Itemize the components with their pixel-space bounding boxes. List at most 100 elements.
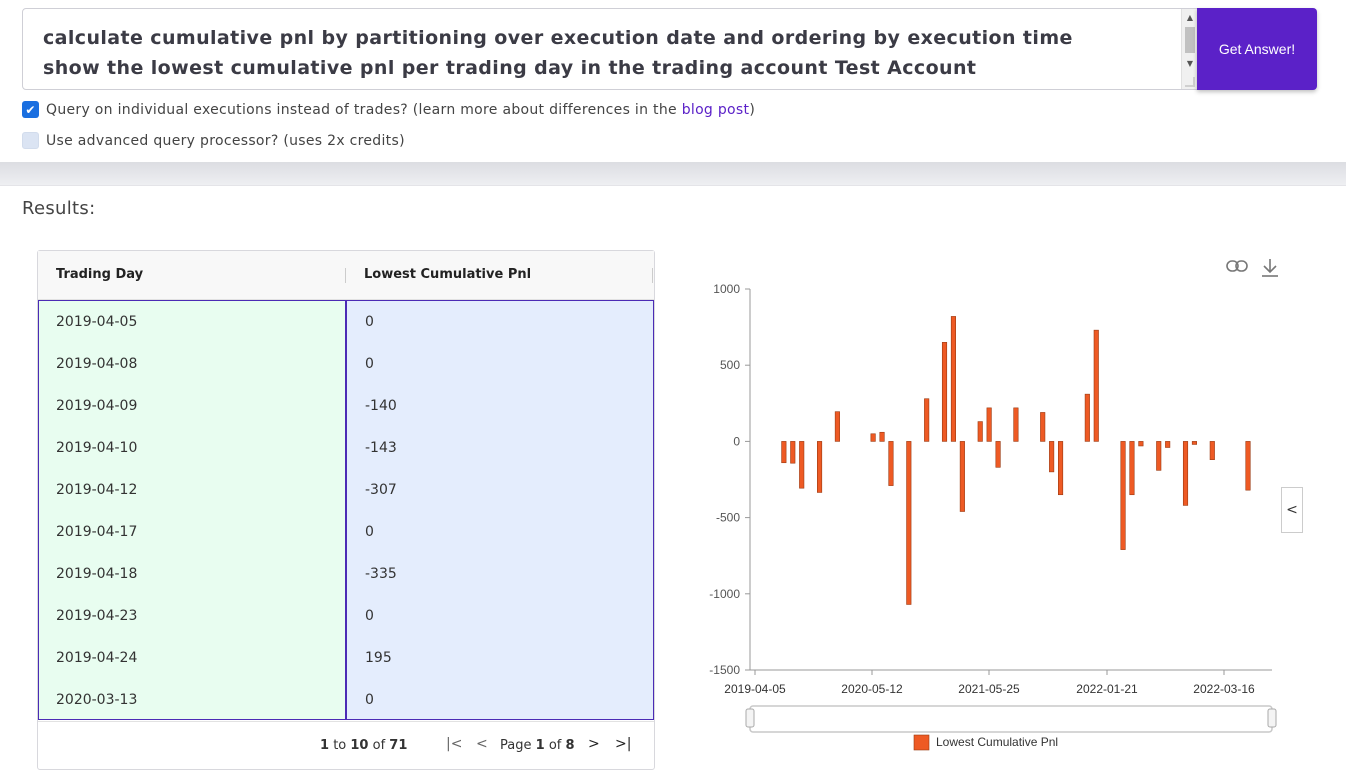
query-textarea[interactable]: calculate cumulative pnl by partitioning… xyxy=(22,8,1198,90)
table-row[interactable]: 2019-04-17 0 xyxy=(39,511,653,553)
bar xyxy=(1129,441,1135,496)
bar xyxy=(879,431,885,442)
lowest-cumulative-pnl-cell[interactable]: -335 xyxy=(347,553,653,595)
trading-day-cell[interactable]: 2019-04-05 xyxy=(39,301,347,343)
zoom-slider xyxy=(749,705,1273,733)
lowest-cumulative-pnl-cell[interactable]: 195 xyxy=(347,637,653,679)
bar xyxy=(941,342,948,442)
x-tick-label: 2021-05-25 xyxy=(958,682,1020,696)
trading-day-cell[interactable]: 2019-04-17 xyxy=(39,511,347,553)
bar xyxy=(1156,441,1162,471)
x-tick-label: 2020-05-12 xyxy=(841,682,903,696)
query-line-2: show the lowest cumulative pnl per tradi… xyxy=(43,57,977,79)
y-tick-label: 0 xyxy=(733,434,740,448)
table-row[interactable]: 2019-04-12 -307 xyxy=(39,469,653,511)
table-row[interactable]: 2019-04-10 -143 xyxy=(39,427,653,469)
trading-day-cell[interactable]: 2019-04-08 xyxy=(39,343,347,385)
y-tick-label: 1000 xyxy=(713,282,740,296)
bar xyxy=(888,441,894,486)
results-heading: Results: xyxy=(22,198,96,219)
bar xyxy=(1245,441,1251,491)
pagination-of-label: of xyxy=(372,738,386,753)
table-row[interactable]: 2019-04-18 -335 xyxy=(39,553,653,595)
advanced-processor-option: Use advanced query processor? (uses 2x c… xyxy=(22,132,405,149)
lowest-cumulative-pnl-cell[interactable]: 0 xyxy=(347,301,653,343)
last-page-icon[interactable]: >| xyxy=(615,736,632,752)
column-separator[interactable] xyxy=(345,268,346,283)
next-page-icon[interactable]: > xyxy=(588,736,600,752)
bar xyxy=(1040,412,1046,442)
bar xyxy=(959,441,965,512)
individual-executions-checkbox[interactable]: ✔ xyxy=(22,101,39,118)
lowest-cumulative-pnl-cell[interactable]: 0 xyxy=(347,595,653,637)
bar-chart: 1000 500 0 -500 -1000 -1500 2019-04-05 2020-05-… xyxy=(709,282,1277,751)
y-tick-label: -500 xyxy=(716,511,740,525)
table-row[interactable]: 2019-04-05 0 xyxy=(39,301,653,343)
query-text: calculate cumulative pnl by partitioning… xyxy=(43,23,1073,83)
prev-page-icon[interactable]: < xyxy=(476,736,488,752)
individual-executions-text: Query on individual executions instead o… xyxy=(46,101,682,118)
y-tick-label: 500 xyxy=(720,358,740,372)
scroll-up-icon[interactable]: ▲ xyxy=(1186,13,1194,22)
lowest-cumulative-pnl-cell[interactable]: -143 xyxy=(347,427,653,469)
pagination-to: 10 xyxy=(350,738,369,753)
blog-post-link[interactable]: blog post xyxy=(681,101,750,118)
table-row[interactable]: 2019-04-08 0 xyxy=(39,343,653,385)
trading-day-cell[interactable]: 2019-04-09 xyxy=(39,385,347,427)
page-label: Page xyxy=(500,738,532,753)
legend-swatch xyxy=(913,734,930,751)
trading-day-cell[interactable]: 2019-04-10 xyxy=(39,427,347,469)
column-header-lowest-cumulative-pnl[interactable]: Lowest Cumulative Pnl xyxy=(364,267,532,282)
bar xyxy=(950,316,956,442)
pagination-from: 1 xyxy=(320,738,330,753)
lowest-cumulative-pnl-cell[interactable]: -307 xyxy=(347,469,653,511)
table-pagination: 1 to 10 of 71 |< < Page 1 of 8 > >| xyxy=(38,721,654,769)
trading-day-cell[interactable]: 2019-04-18 xyxy=(39,553,347,595)
x-tick-label: 2022-03-16 xyxy=(1193,682,1255,696)
bar xyxy=(1182,441,1189,506)
download-icon[interactable] xyxy=(1261,258,1279,282)
query-scrollbar[interactable]: ▲ ▼ xyxy=(1181,9,1197,89)
table-row[interactable]: 2019-04-24 195 xyxy=(39,637,653,679)
lowest-cumulative-pnl-cell[interactable]: -140 xyxy=(347,385,653,427)
bar xyxy=(1191,441,1197,445)
column-separator[interactable] xyxy=(652,268,653,283)
zoom-handle-left xyxy=(745,708,755,728)
y-tick-label: -1500 xyxy=(709,663,740,677)
table-row[interactable]: 2019-04-23 0 xyxy=(39,595,653,637)
advanced-processor-checkbox[interactable] xyxy=(22,132,39,149)
trading-day-cell[interactable]: 2019-04-23 xyxy=(39,595,347,637)
query-line-1: calculate cumulative pnl by partitioning… xyxy=(43,27,1073,49)
bar xyxy=(870,433,876,442)
link-icon[interactable] xyxy=(1226,258,1248,277)
zoom-handle-right xyxy=(1267,708,1277,728)
query-panel: calculate cumulative pnl by partitioning… xyxy=(0,0,1346,162)
get-answer-button[interactable]: Get Answer! xyxy=(1197,8,1317,90)
lowest-cumulative-pnl-cell[interactable]: 0 xyxy=(347,511,653,553)
bar xyxy=(1049,441,1055,473)
bar xyxy=(781,441,787,464)
total-pages: 8 xyxy=(565,738,575,753)
legend-label: Lowest Cumulative Pnl xyxy=(936,735,1058,749)
table-row[interactable]: 2019-04-09 -140 xyxy=(39,385,653,427)
scroll-down-icon[interactable]: ▼ xyxy=(1186,59,1194,68)
trading-day-cell[interactable]: 2020-03-13 xyxy=(39,679,347,719)
trading-day-cell[interactable]: 2019-04-12 xyxy=(39,469,347,511)
bar xyxy=(799,441,805,489)
scroll-thumb[interactable] xyxy=(1185,27,1195,53)
bar xyxy=(977,421,983,442)
chevron-left-icon[interactable]: < xyxy=(1281,487,1303,533)
lowest-cumulative-pnl-cell[interactable]: 0 xyxy=(347,343,653,385)
resize-grip-icon[interactable] xyxy=(1185,77,1195,87)
x-tick-label: 2022-01-21 xyxy=(1076,682,1138,696)
column-header-trading-day[interactable]: Trading Day xyxy=(56,267,144,282)
trading-day-cell[interactable]: 2019-04-24 xyxy=(39,637,347,679)
lowest-cumulative-pnl-cell[interactable]: 0 xyxy=(347,679,653,719)
page-of-label: of xyxy=(548,738,562,753)
bar xyxy=(1209,441,1215,460)
individual-executions-option: ✔ Query on individual executions instead… xyxy=(22,101,755,118)
bar xyxy=(906,441,912,605)
table-row[interactable]: 2020-03-13 0 xyxy=(39,679,653,719)
first-page-icon[interactable]: |< xyxy=(446,736,463,752)
pagination-total: 71 xyxy=(389,738,408,753)
